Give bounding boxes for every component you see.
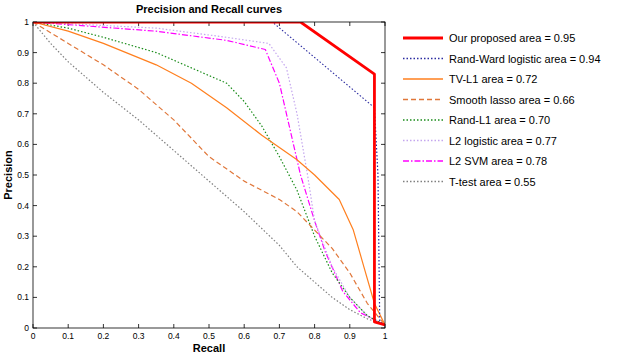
x-tick-label: 1 xyxy=(383,331,388,341)
y-tick-label: 1 xyxy=(24,17,29,27)
x-tick-label: 0.7 xyxy=(273,331,285,341)
y-tick xyxy=(381,113,385,114)
legend: Our proposed area = 0.95 Rand-Ward logist… xyxy=(403,32,601,188)
x-tick xyxy=(314,22,315,26)
chart: Precision and Recall curves 0 0.1 0.2 0.3 0.4… xyxy=(0,0,640,355)
y-tick-label: 0.6 xyxy=(17,139,29,149)
y-tick xyxy=(33,113,37,114)
legend-swatch xyxy=(403,140,443,141)
series-line xyxy=(33,22,385,325)
legend-swatch xyxy=(403,37,443,40)
series-line xyxy=(33,22,385,325)
y-tick-label: 0.9 xyxy=(17,48,29,58)
x-tick-label: 0.1 xyxy=(62,331,74,341)
legend-label: T-test area = 0.55 xyxy=(449,176,536,188)
legend-swatch xyxy=(403,99,443,100)
y-tick xyxy=(33,205,37,206)
x-tick-label: 0.6 xyxy=(238,331,250,341)
legend-swatch xyxy=(403,160,443,161)
y-tick xyxy=(33,52,37,53)
y-tick xyxy=(33,236,37,237)
y-tick-label: 0.5 xyxy=(17,170,29,180)
y-tick xyxy=(381,205,385,206)
x-tick xyxy=(349,22,350,26)
legend-label: Rand-L1 area = 0.70 xyxy=(449,114,550,126)
x-tick xyxy=(349,324,350,328)
x-axis-label: Recall xyxy=(193,342,225,354)
legend-label: L2 SVM area = 0.78 xyxy=(449,155,547,167)
y-tick-label: 0 xyxy=(24,323,29,333)
legend-label: Smooth lasso area = 0.66 xyxy=(449,94,575,106)
y-axis-label: Precision xyxy=(2,150,14,200)
title: Precision and Recall curves xyxy=(136,3,282,15)
y-tick xyxy=(381,83,385,84)
y-tick xyxy=(381,266,385,267)
legend-label: Rand-Ward logistic area = 0.94 xyxy=(449,53,601,65)
series-group xyxy=(33,22,385,325)
x-tick-label: 0.5 xyxy=(203,331,215,341)
series-line xyxy=(33,22,385,325)
y-tick xyxy=(381,144,385,145)
x-tick-label: 0.3 xyxy=(133,331,145,341)
x-tick xyxy=(103,324,104,328)
y-tick-label: 0.8 xyxy=(17,78,29,88)
series-line xyxy=(33,22,385,325)
legend-label: L2 logistic area = 0.77 xyxy=(449,135,557,147)
y-tick xyxy=(33,175,37,176)
y-tick xyxy=(381,236,385,237)
y-tick-label: 0.7 xyxy=(17,109,29,119)
x-tick xyxy=(68,324,69,328)
legend-swatch xyxy=(403,78,443,79)
series-line xyxy=(33,22,385,325)
y-tick xyxy=(33,144,37,145)
y-tick xyxy=(33,83,37,84)
x-tick xyxy=(244,324,245,328)
legend-label: Our proposed area = 0.95 xyxy=(449,32,575,44)
y-tick-label: 0.2 xyxy=(17,262,29,272)
x-tick-label: 0.8 xyxy=(309,331,321,341)
x-tick xyxy=(209,324,210,328)
x-tick xyxy=(138,324,139,328)
y-tick xyxy=(33,297,37,298)
x-tick xyxy=(314,324,315,328)
y-tick-label: 0.1 xyxy=(17,292,29,302)
legend-label: TV-L1 area = 0.72 xyxy=(449,73,537,85)
series-line xyxy=(33,22,385,325)
y-tick-label: 0.3 xyxy=(17,231,29,241)
series-line xyxy=(33,22,385,325)
x-tick-label: 0.2 xyxy=(97,331,109,341)
y-tick xyxy=(381,175,385,176)
legend-swatch xyxy=(403,119,443,120)
plot-frame xyxy=(33,22,385,328)
legend-swatch xyxy=(403,181,443,182)
y-tick xyxy=(33,266,37,267)
x-tick-label: 0.4 xyxy=(168,331,180,341)
y-tick xyxy=(381,52,385,53)
legend-swatch xyxy=(403,58,443,59)
y-tick-label: 0.4 xyxy=(17,201,29,211)
y-tick xyxy=(381,297,385,298)
x-tick-label: 0.9 xyxy=(344,331,356,341)
x-tick xyxy=(279,324,280,328)
x-tick-label: 0 xyxy=(31,331,36,341)
x-tick xyxy=(173,324,174,328)
series-line xyxy=(33,22,385,325)
